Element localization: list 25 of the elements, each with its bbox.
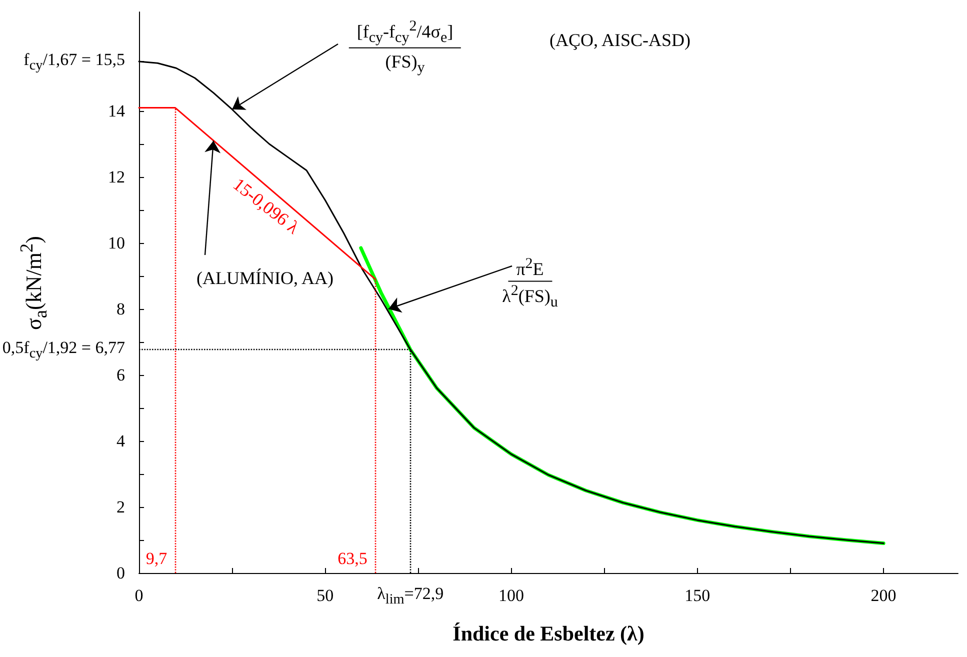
annotation: (AÇO, AISC-ASD): [548, 28, 692, 52]
annotation: [f$_{cy}$-f$_{cy}$$^{2}$/4σ$_{e}$]: [348, 17, 462, 49]
y-tick-label: 8: [116, 298, 126, 320]
ref-line-label: 63,5: [336, 548, 368, 569]
annotation: (ALUMÍNIO, AA): [196, 266, 334, 290]
annotation: λ$^{2}$(FS)$_{u}$: [501, 282, 559, 312]
y-tick-label: f$_{cy}$/1,67 = 15,5: [22, 48, 126, 75]
ref-line-label: λ$_{lim}$=72,9: [376, 583, 445, 610]
annotation: (FS)$_{y}$: [384, 50, 426, 78]
x-tick-label: 100: [498, 586, 524, 605]
x-tick-label: 50: [316, 586, 334, 605]
y-tick-label: 14: [107, 100, 126, 122]
y-tick-label: 10: [107, 232, 126, 254]
ref-line-label: 0,5f$_{cy}$/1,92 = 6,77: [1, 336, 126, 363]
x-tick-label: 150: [684, 586, 710, 605]
y-tick-label: 0: [116, 562, 126, 584]
x-tick-label: 0: [134, 586, 144, 605]
annotation: π$^{2}$E: [508, 254, 552, 282]
ref-line-label: 9,7: [144, 548, 168, 569]
y-tick-label: 2: [116, 496, 126, 518]
x-tick-label: 200: [870, 586, 896, 605]
x-axis-title: Índice de Esbeltez (λ): [452, 622, 644, 646]
y-tick-label: 12: [107, 166, 126, 188]
y-tick-label: 4: [116, 430, 126, 452]
y-tick-label: 6: [116, 364, 126, 386]
